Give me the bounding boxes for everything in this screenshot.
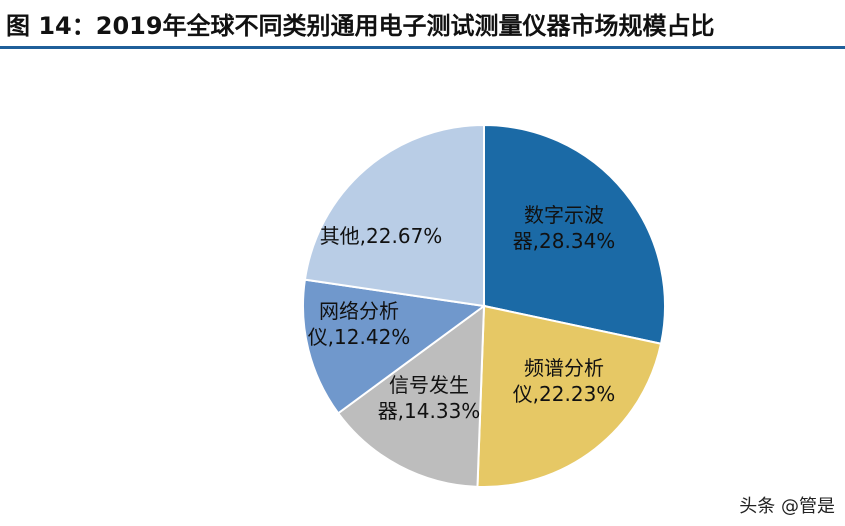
slice-label: 数字示波器,28.34% xyxy=(513,203,616,253)
pie-slice xyxy=(302,278,487,415)
title-divider xyxy=(0,46,845,49)
pie-slice xyxy=(336,303,486,488)
slice-label: 网络分析仪,12.42% xyxy=(308,299,411,349)
slice-label: 信号发生器,14.33% xyxy=(378,373,481,423)
slice-label: 其他,22.67% xyxy=(320,224,443,248)
slice-label: 频谱分析仪,22.23% xyxy=(513,356,616,406)
pie-slice xyxy=(476,304,663,488)
watermark-text: 头条 @管是 xyxy=(739,496,835,517)
pie-slice xyxy=(303,123,485,308)
pie-slice xyxy=(483,123,666,345)
figure-title: 图 14：2019年全球不同类别通用电子测试测量仪器市场规模占比 xyxy=(6,12,715,40)
